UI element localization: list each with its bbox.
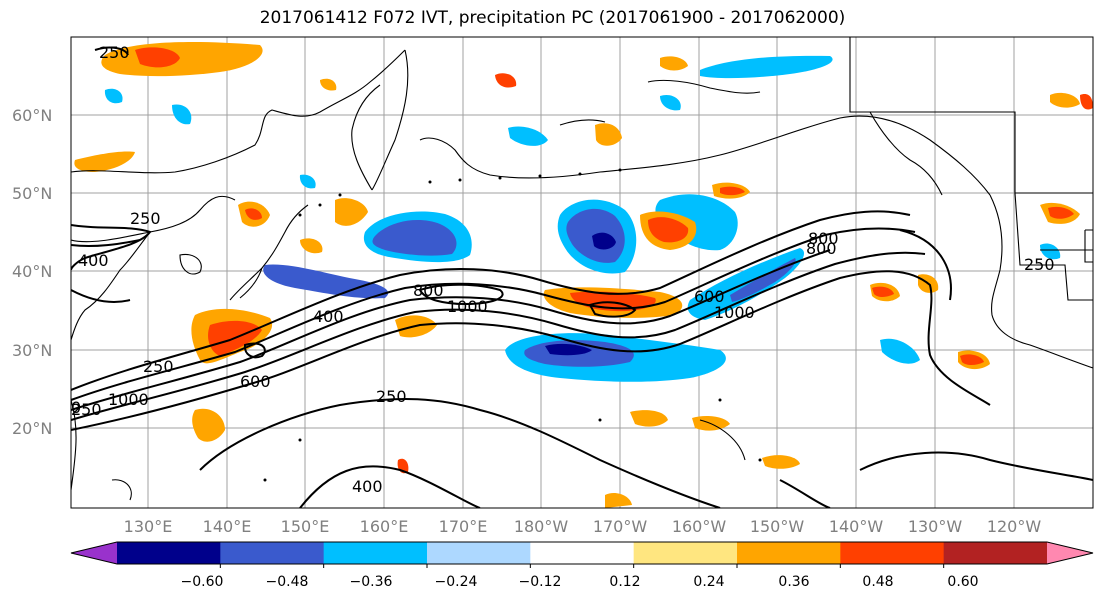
island-chain [263, 168, 762, 482]
colorbar-tick-label: 0.48 [862, 574, 893, 590]
colorbar-segment [943, 542, 1048, 564]
lat-label: 20°N [12, 419, 52, 438]
page-title: 2017061412 F072 IVT, precipitation PC (2… [259, 8, 846, 28]
contour-label: 600 [694, 287, 725, 306]
precip-positive-shading [74, 42, 1093, 508]
colorbar-tick-label: −0.48 [266, 574, 309, 590]
colorbar-segment [323, 542, 428, 564]
latitude-labels: 60°N 50°N 40°N 30°N 20°N [12, 106, 52, 438]
contour-label: 800 [413, 281, 444, 300]
colorbar-right-extension [1047, 542, 1093, 564]
lon-label: 170°W [593, 517, 648, 536]
map-background [71, 37, 1093, 508]
lon-label: 140°E [203, 517, 252, 536]
lat-label: 30°N [12, 341, 52, 360]
lon-label: 170°E [439, 517, 488, 536]
colorbar-tick-label: 0.36 [778, 574, 809, 590]
contour-label: 1000 [108, 390, 149, 409]
lon-label: 150°E [281, 517, 330, 536]
contour-label: 400 [313, 307, 344, 326]
contour-labels: 250 250 400 250 400 800 1000 600 250 100… [71, 43, 1055, 496]
contour-label: 250 [130, 209, 161, 228]
lat-label: 50°N [12, 184, 52, 203]
colorbar-segment [427, 542, 531, 564]
colorbar-tick-label: −0.60 [181, 574, 224, 590]
lon-label: 140°W [829, 517, 884, 536]
precip-negative-shading [104, 55, 1061, 382]
lon-label: 120°W [987, 517, 1042, 536]
ivt-contours [71, 46, 1093, 508]
contour-label: 1000 [447, 297, 488, 316]
coastlines [71, 37, 1093, 501]
colorbar-segment [530, 542, 635, 564]
lon-label: 130°W [908, 517, 963, 536]
contour-label: 250 [71, 400, 102, 419]
contour-label: 800 [806, 239, 837, 258]
lat-label: 60°N [12, 106, 52, 125]
lon-label: 160°W [672, 517, 727, 536]
colorbar: −0.60 −0.48 −0.36 −0.24 −0.12 0.12 0.24 … [70, 541, 1094, 590]
contour-label: 250 [376, 387, 407, 406]
colorbar-segment [737, 542, 841, 564]
contour-label: 1000 [714, 303, 755, 322]
lon-label: 130°E [124, 517, 173, 536]
colorbar-tick-label: 0.60 [947, 574, 978, 590]
lat-label: 40°N [12, 262, 52, 281]
colorbar-tick-label: −0.24 [435, 574, 478, 590]
contour-label: 400 [78, 251, 109, 270]
colorbar-tick-label: 0.24 [693, 574, 724, 590]
colorbar-segment [633, 542, 738, 564]
colorbar-outline [70, 541, 1094, 565]
contour-label: 400 [352, 477, 383, 496]
contour-label: 800 [808, 229, 839, 248]
lon-label: 150°W [750, 517, 805, 536]
map-frame [70, 36, 1094, 509]
lon-label: 160°E [360, 517, 409, 536]
contour-label: 250 [99, 43, 130, 62]
colorbar-left-extension [71, 542, 117, 564]
colorbar-tick-label: −0.12 [519, 574, 562, 590]
colorbar-tick-label: −0.36 [350, 574, 393, 590]
colorbar-tick-label: 0.12 [609, 574, 640, 590]
colorbar-segment [840, 542, 945, 564]
contour-label: 0 [71, 398, 81, 417]
contour-label: 250 [143, 357, 174, 376]
contour-label: 250 [1024, 255, 1055, 274]
colorbar-segment [220, 542, 325, 564]
lon-label: 180°W [514, 517, 569, 536]
colorbar-segment [117, 542, 221, 564]
longitude-labels: 130°E 140°E 150°E 160°E 170°E 180°W 170°… [124, 517, 1042, 536]
contour-label: 600 [240, 372, 271, 391]
